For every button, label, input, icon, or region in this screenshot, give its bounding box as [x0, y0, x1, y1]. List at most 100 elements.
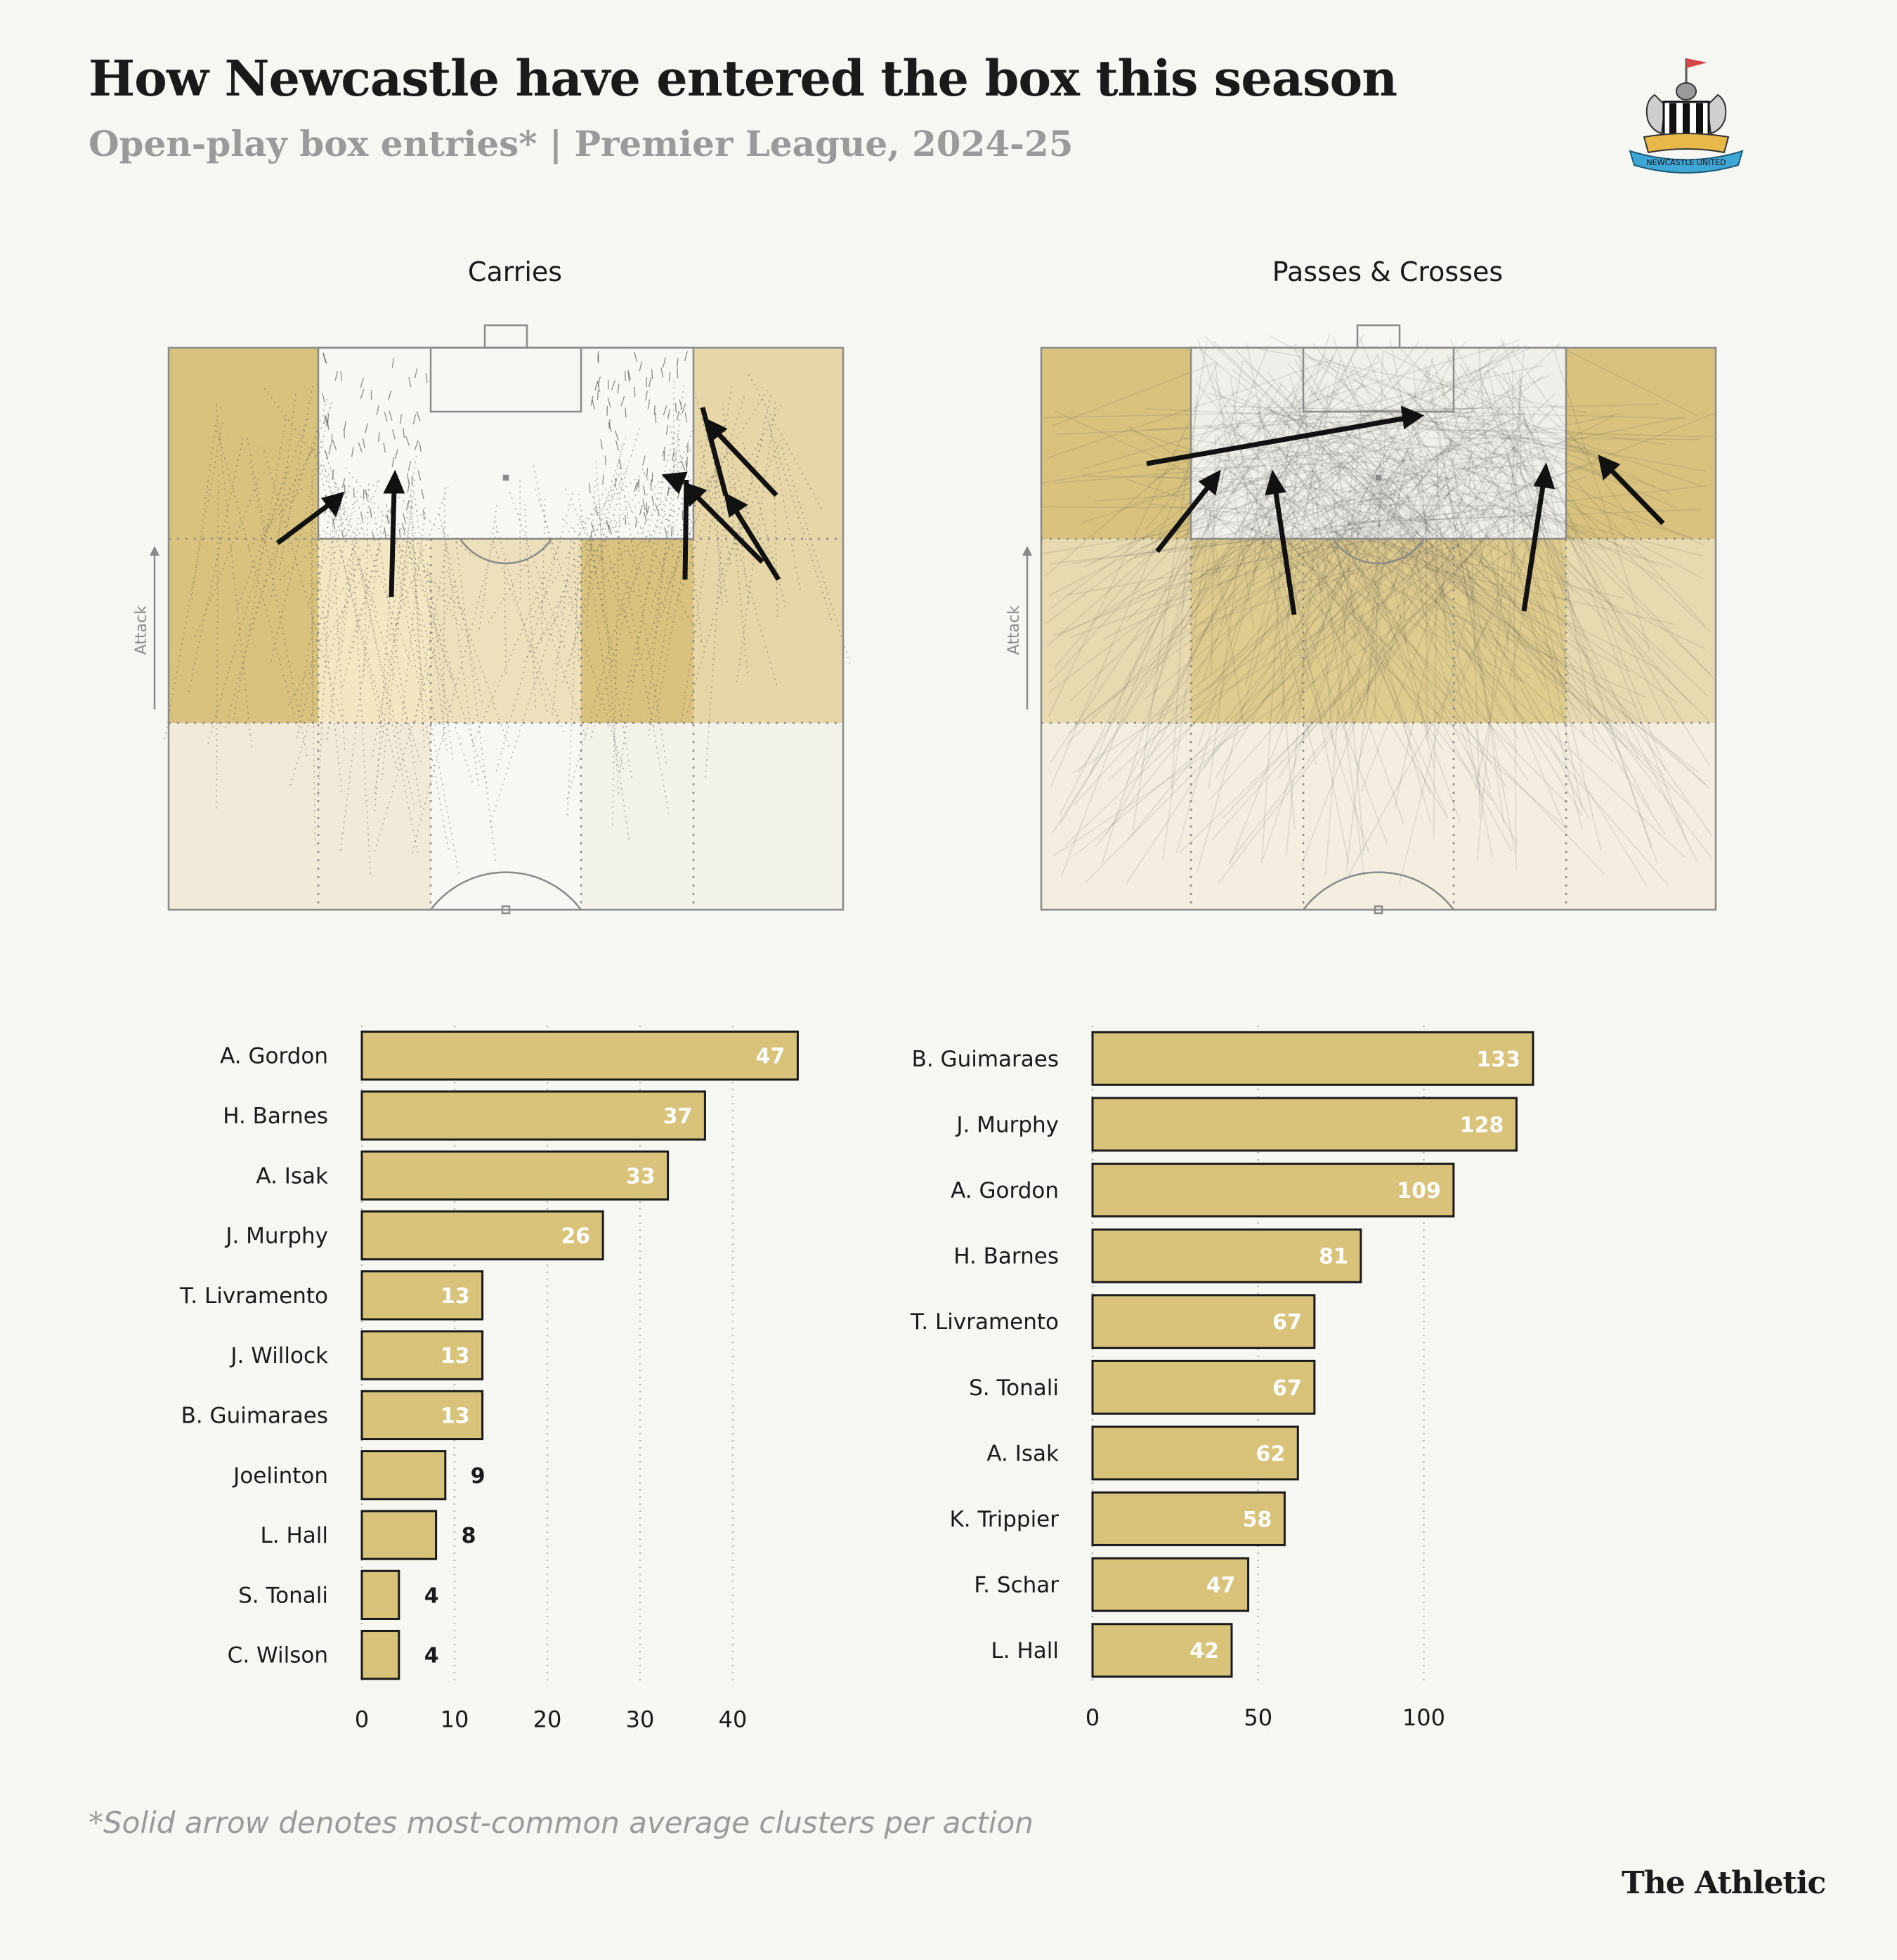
carry-endpoint [615, 478, 617, 488]
pass-trace [1244, 360, 1438, 534]
pitch-zones [1041, 348, 1716, 910]
pass-trace [1440, 422, 1651, 810]
pass-trace [1305, 421, 1365, 877]
pass-trace [1298, 469, 1441, 487]
carry-endpoint [606, 519, 610, 530]
x-tick-label: 0 [1086, 1704, 1100, 1731]
pass-trace [1553, 351, 1651, 653]
pass-trace [1265, 408, 1454, 485]
pass-trace [1072, 467, 1555, 774]
pass-trace [1329, 415, 1686, 492]
pass-trace [1270, 344, 1520, 561]
pass-trace [1116, 476, 1331, 548]
carry-trace [669, 422, 681, 483]
svg-text:Attack: Attack [1005, 606, 1023, 655]
pass-trace [1129, 429, 1367, 505]
carry-endpoint [651, 369, 653, 379]
carry-endpoint [615, 440, 620, 451]
pass-trace [1445, 385, 1711, 633]
carry-endpoint [391, 358, 394, 368]
pass-trace [1204, 507, 1565, 827]
pass-trace [1536, 426, 1701, 487]
carry-trace [578, 494, 630, 840]
pass-trace [1375, 435, 1420, 503]
pass-trace [1256, 408, 1404, 825]
pass-trace [1389, 462, 1539, 523]
category-label: A. Gordon [951, 1178, 1059, 1203]
pass-trace [1501, 433, 1540, 459]
pass-trace [1487, 370, 1602, 851]
pass-trace [1215, 434, 1449, 819]
carry-endpoint [386, 514, 389, 524]
pass-trace [1157, 485, 1553, 733]
pass-trace [1280, 518, 1371, 566]
value-label: 47 [756, 1045, 785, 1069]
carry-endpoint [682, 403, 686, 414]
pass-trace [1323, 455, 1554, 507]
carry-endpoint [648, 377, 652, 388]
pass-trace [1365, 492, 1435, 563]
pass-trace [1398, 475, 1502, 884]
pass-trace [1125, 467, 1403, 884]
carry-trace [677, 433, 703, 641]
carry-endpoint [634, 517, 637, 528]
pass-trace [1069, 470, 1315, 702]
pass-trace [1230, 377, 1250, 511]
pass-trace [1218, 441, 1503, 462]
pass-trace [1203, 360, 1244, 590]
carry-trace [649, 471, 691, 613]
category-label: K. Trippier [949, 1507, 1059, 1532]
carry-trace [386, 504, 464, 631]
carry-trace [769, 423, 801, 591]
pass-trace [1294, 412, 1582, 714]
carry-endpoint [376, 405, 379, 416]
pass-trace [1147, 398, 1281, 486]
carry-trace [552, 540, 572, 715]
category-label: L. Hall [991, 1638, 1059, 1664]
category-label: T. Livramento [179, 1283, 328, 1309]
carry-endpoint [607, 398, 611, 408]
pass-trace [1555, 344, 1699, 417]
carry-endpoint [414, 440, 419, 450]
pass-trace [1183, 457, 1279, 631]
x-tick-label: 0 [355, 1706, 369, 1732]
pass-trace [1552, 476, 1586, 491]
pass-trace [1134, 492, 1395, 558]
pass-trace [1349, 490, 1576, 606]
pass-trace [1208, 495, 1248, 789]
value-label: 67 [1272, 1376, 1302, 1401]
attack-direction-arrow: Attack [133, 546, 159, 710]
pass-trace [1368, 495, 1440, 510]
pass-trace [1251, 528, 1675, 625]
pass-trace [1326, 481, 1518, 752]
bar [360, 1330, 484, 1380]
carry-trace [490, 554, 576, 823]
carry-endpoint [403, 513, 406, 523]
carry-trace [325, 542, 372, 619]
carry-trace [443, 483, 445, 742]
carry-endpoint [676, 358, 679, 368]
pass-trace [1232, 463, 1567, 804]
pass-trace [1289, 376, 1363, 643]
pass-trace [1042, 506, 1275, 509]
carry-trace [415, 542, 448, 722]
pass-trace [1288, 342, 1561, 592]
category-label: A. Gordon [220, 1044, 328, 1069]
pass-trace [1449, 339, 1600, 589]
carry-endpoint [625, 514, 627, 525]
pass-trace [1343, 464, 1479, 739]
pass-trace [1367, 457, 1442, 531]
pass-trace [1402, 457, 1425, 614]
pass-trace [1197, 506, 1301, 873]
pass-trace [1504, 409, 1652, 848]
carry-endpoint [407, 482, 410, 492]
pass-trace [1390, 450, 1429, 598]
pass-trace [1067, 511, 1528, 596]
pass-trace [1506, 377, 1523, 655]
carry-endpoint [653, 405, 656, 415]
pass-trace [1235, 349, 1690, 805]
pass-trace [1352, 504, 1497, 507]
value-label: 26 [561, 1224, 590, 1249]
pass-trace [1284, 411, 1539, 474]
carry-trace [732, 483, 782, 580]
